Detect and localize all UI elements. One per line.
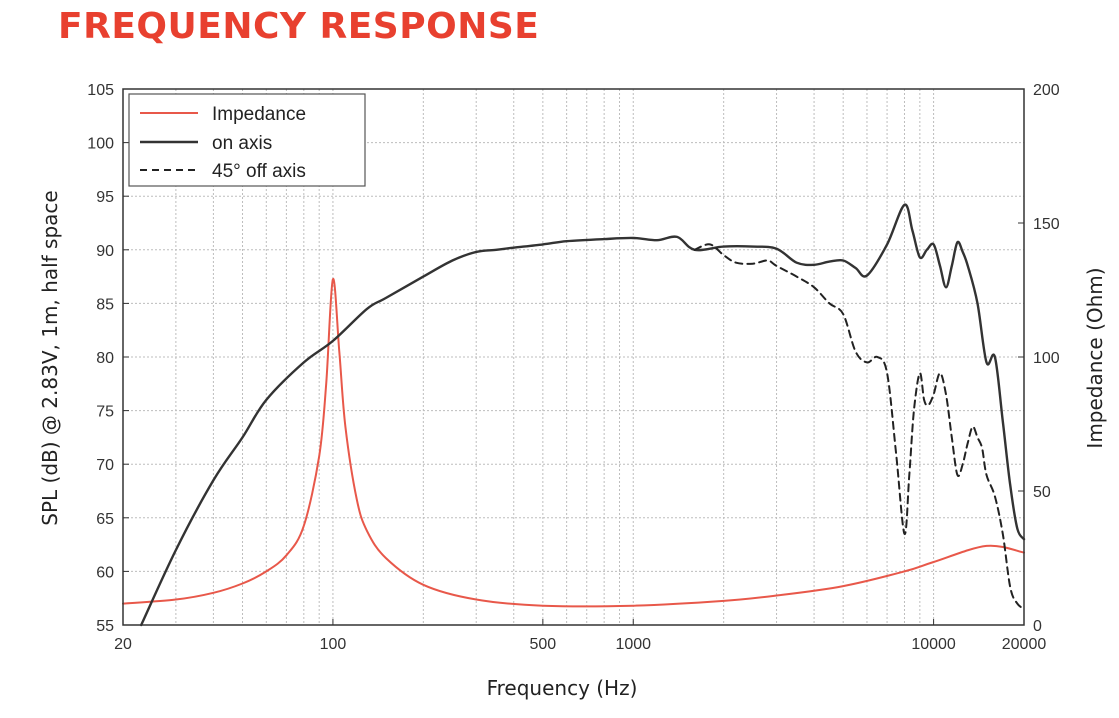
series-layer — [122, 203, 1026, 627]
y-tick-label: 70 — [96, 457, 114, 474]
x-tick-label: 20000 — [1002, 636, 1047, 653]
x-tick-label: 1000 — [615, 636, 651, 653]
y2-tick-label: 200 — [1033, 82, 1060, 99]
y-tick-label: 90 — [96, 243, 114, 260]
legend-label-off-axis: 45° off axis — [212, 161, 306, 182]
x-axis-label: Frequency (Hz) — [487, 676, 638, 700]
legend-label-on-axis: on axis — [212, 133, 272, 154]
legend: Impedance on axis 45° off axis — [128, 93, 366, 187]
y-tick-label: 55 — [96, 618, 114, 635]
series-line-off-axis — [693, 243, 1025, 610]
y2-axis-label: Impedance (Ohm) — [1083, 267, 1107, 448]
y-tick-label: 100 — [87, 136, 114, 153]
x-tick-label: 100 — [320, 636, 347, 653]
y-tick-label: 85 — [96, 296, 114, 313]
y2-tick-label: 50 — [1033, 484, 1051, 501]
y2-tick-label: 150 — [1033, 216, 1060, 233]
page-title: FREQUENCY RESPONSE — [58, 6, 540, 47]
y2-tick-label: 100 — [1033, 350, 1060, 367]
y-tick-label: 105 — [87, 82, 114, 99]
series-line-on-axis — [140, 203, 1026, 627]
series-line-impedance — [122, 278, 1025, 608]
y-tick-label: 65 — [96, 511, 114, 528]
x-tick-label: 10000 — [911, 636, 956, 653]
y2-tick-label: 0 — [1033, 618, 1042, 635]
ticks: 55 60 65 70 75 80 85 90 95 100 105 0 50 100 150 200 20 10… — [87, 82, 1060, 653]
y-tick-label: 95 — [96, 189, 114, 206]
legend-label-impedance: Impedance — [212, 104, 306, 125]
x-tick-label: 500 — [529, 636, 556, 653]
y-tick-label: 80 — [96, 350, 114, 367]
x-tick-label: 20 — [114, 636, 132, 653]
y-axis-label: SPL (dB) @ 2.83V, 1m, half space — [38, 190, 62, 525]
y-tick-label: 75 — [96, 404, 114, 421]
y-tick-label: 60 — [96, 564, 114, 581]
